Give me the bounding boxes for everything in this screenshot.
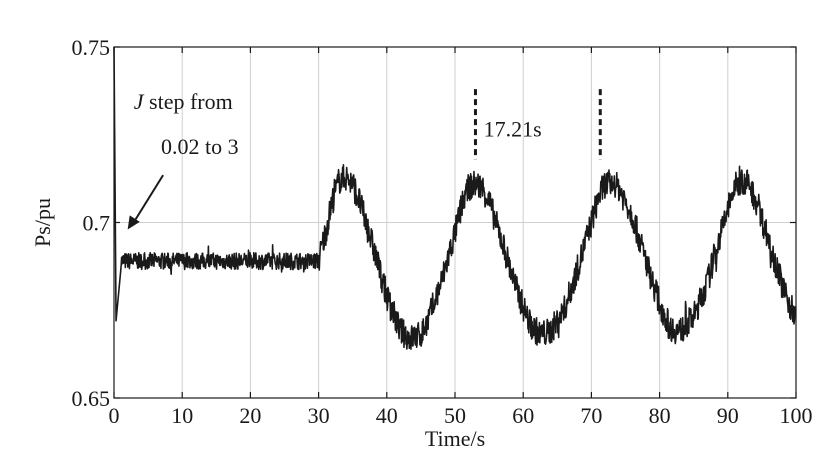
x-tick-label: 70 bbox=[580, 403, 602, 428]
annotation-arrow bbox=[132, 174, 164, 224]
y-tick-label: 0.7 bbox=[83, 211, 111, 236]
grid bbox=[114, 47, 796, 398]
annotation-j-step-line1: J step from bbox=[134, 89, 233, 114]
x-tick-label: 40 bbox=[376, 403, 398, 428]
annotation-j-step-line2: 0.02 to 3 bbox=[161, 134, 239, 159]
x-tick-label: 50 bbox=[444, 403, 466, 428]
x-tick-label: 80 bbox=[649, 403, 671, 428]
period-label: 17.21s bbox=[484, 117, 542, 142]
x-tick-label: 100 bbox=[780, 403, 813, 428]
x-tick-label: 0 bbox=[109, 403, 120, 428]
x-axis-label: Time/s bbox=[425, 426, 485, 451]
y-tick-label: 0.65 bbox=[72, 386, 111, 411]
x-tick-label: 20 bbox=[239, 403, 261, 428]
series-group bbox=[113, 46, 797, 350]
y-axis-label: Ps/pu bbox=[30, 198, 55, 247]
x-tick-label: 60 bbox=[512, 403, 534, 428]
annotation-arrowhead bbox=[127, 215, 140, 230]
ticks bbox=[113, 46, 797, 399]
x-tick-label: 10 bbox=[171, 403, 193, 428]
x-tick-label: 90 bbox=[717, 403, 739, 428]
annotation-j-text: step from bbox=[144, 89, 233, 114]
annotation-period: 17.21s bbox=[473, 89, 602, 160]
annotation-j-symbol: J bbox=[134, 89, 145, 114]
series-line bbox=[113, 46, 797, 350]
annotation-j-step: J step from 0.02 to 3 bbox=[127, 89, 239, 230]
y-tick-labels: 0.65 0.7 0.75 bbox=[72, 35, 111, 411]
x-tick-labels: 0 10 20 30 40 50 60 70 80 90 100 bbox=[109, 403, 813, 428]
x-tick-label: 30 bbox=[308, 403, 330, 428]
y-tick-label: 0.75 bbox=[72, 35, 111, 60]
